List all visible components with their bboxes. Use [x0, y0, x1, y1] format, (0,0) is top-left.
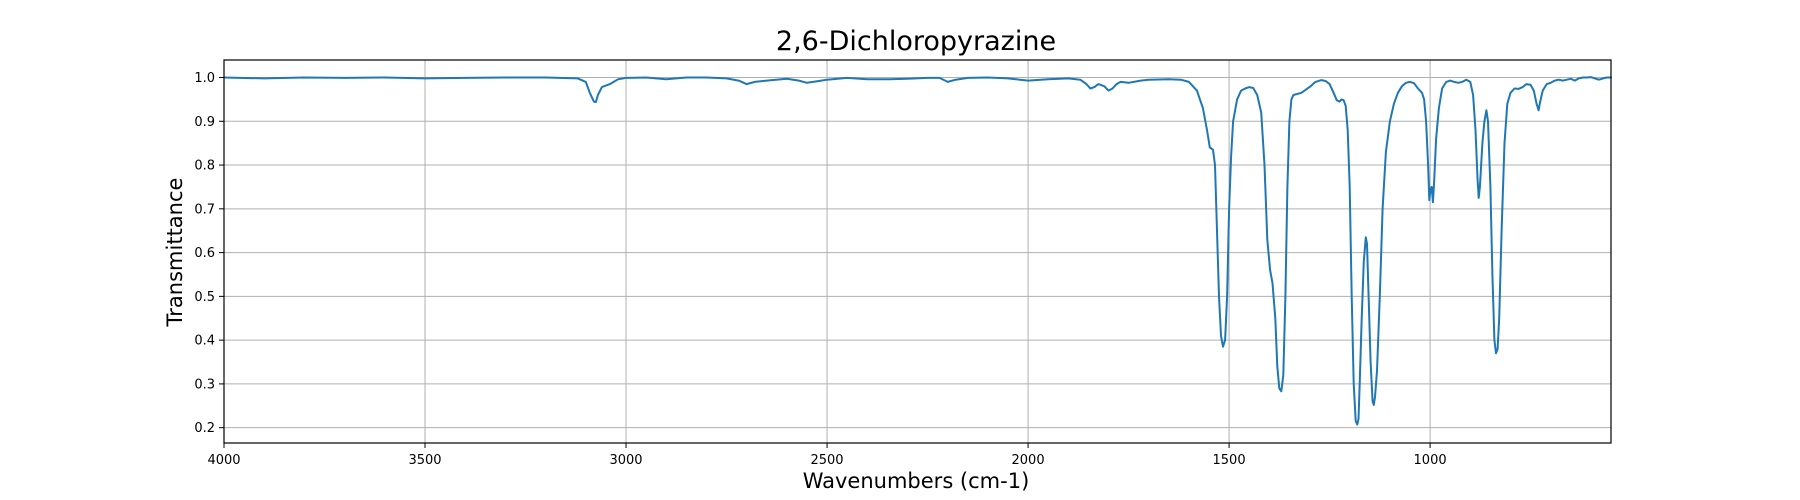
chart-title: 2,6-Dichloropyrazine [776, 26, 1056, 57]
x-tick-label: 3000 [609, 453, 642, 468]
y-tick-label: 0.2 [194, 421, 215, 436]
y-axis-title: Transmittance [163, 178, 187, 328]
plot-frame [223, 59, 1612, 444]
x-tick-label: 4000 [207, 453, 240, 468]
series-layer [223, 76, 1612, 426]
y-tick-label: 0.6 [194, 246, 215, 261]
x-axis: 4000 3500 3000 2500 2000 1500 1000 [207, 443, 1447, 468]
grid [223, 60, 1611, 443]
y-axis: 0.2 0.3 0.4 0.5 0.6 0.7 0.8 0.9 1.0 [194, 71, 224, 436]
y-tick-label: 0.5 [194, 290, 215, 305]
y-tick-label: 1.0 [194, 71, 215, 86]
x-tick-label: 1000 [1414, 453, 1447, 468]
x-tick-label: 1500 [1213, 453, 1246, 468]
x-axis-title: Wavenumbers (cm-1) [803, 469, 1030, 493]
y-tick-label: 0.3 [194, 377, 215, 392]
x-tick-label: 2000 [1012, 453, 1045, 468]
y-tick-label: 0.9 [194, 115, 215, 130]
y-tick-label: 0.4 [194, 334, 215, 349]
x-tick-label: 2500 [810, 453, 843, 468]
spectrum-line [223, 76, 1612, 426]
x-tick-label: 3500 [408, 453, 441, 468]
y-tick-label: 0.7 [194, 202, 215, 217]
y-tick-label: 0.8 [194, 159, 215, 174]
